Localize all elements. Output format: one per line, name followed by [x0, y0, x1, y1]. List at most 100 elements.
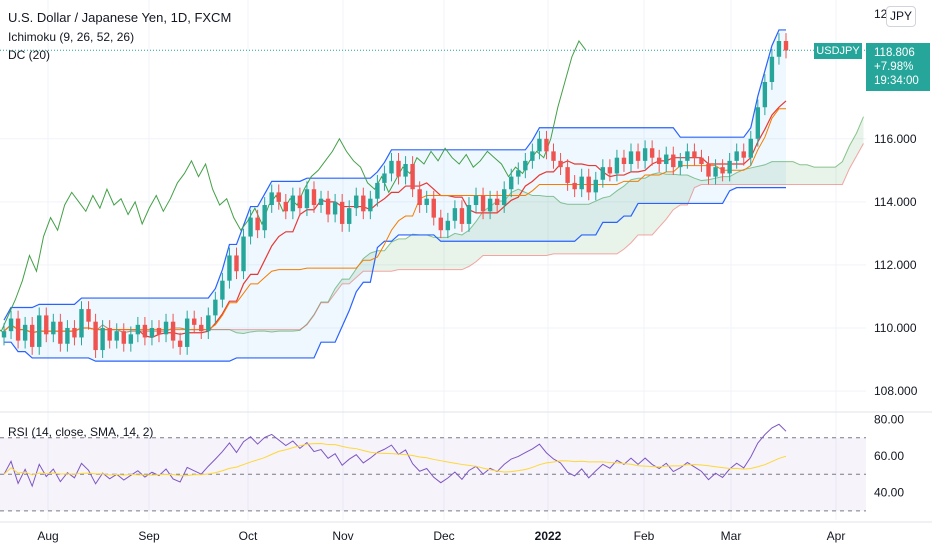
candle-body [297, 195, 303, 209]
currency-button[interactable]: JPY [886, 6, 916, 27]
candle-body [480, 195, 486, 212]
candle-body [262, 205, 267, 231]
candle-body [403, 164, 408, 177]
candle-body [51, 321, 56, 335]
time-tick-label: 2022 [535, 529, 562, 543]
ichimoku-legend[interactable]: Ichimoku (9, 26, 52, 26) [8, 30, 135, 44]
donchian-fill [4, 29, 786, 362]
candle-body [107, 328, 112, 341]
rsi-pane[interactable]: 80.00 60.00 40.00 [0, 412, 904, 512]
rsi-tick-label: 60.00 [874, 449, 904, 463]
candle-body [121, 331, 126, 344]
candle-body [537, 138, 542, 152]
candle-body [593, 179, 598, 193]
candle-body [318, 198, 324, 205]
price-axis[interactable]: 110.000 112.000 114.000 116.000 108.000 12 [874, 7, 918, 398]
candle-body [516, 170, 521, 177]
candle-body [15, 318, 21, 341]
price-tick-label: 108.000 [874, 384, 918, 398]
donchian-upper [3, 29, 786, 321]
candle-body [361, 195, 366, 212]
candle-body [220, 280, 225, 300]
candle-body [382, 173, 387, 183]
ichimoku-cloud [95, 116, 864, 335]
candle-body [664, 154, 669, 164]
candle-body [769, 56, 775, 82]
rsi-legend[interactable]: RSI (14, close, SMA, 14, 2) [8, 425, 154, 439]
candle-body [424, 198, 429, 205]
candle-body [44, 315, 49, 335]
price-tick-label: 110.000 [874, 321, 917, 335]
time-tick-label: Apr [827, 529, 846, 543]
candle-body [607, 167, 613, 174]
time-tick-label: Nov [332, 529, 353, 543]
bar-countdown: 19:34:00 [874, 75, 919, 87]
time-tick-label: Sep [138, 529, 160, 543]
candle-body [332, 201, 338, 215]
donchian-legend[interactable]: DC (20) [8, 48, 51, 62]
candle-body [558, 160, 563, 168]
candle-body [565, 167, 570, 183]
candle-body [142, 324, 148, 338]
candle-body [635, 151, 641, 161]
candle-body [184, 318, 190, 347]
candle-body [29, 324, 35, 347]
candle-body [776, 41, 782, 57]
kijun-line [3, 108, 786, 334]
candle-body [523, 160, 528, 171]
time-tick-label: Oct [239, 529, 258, 543]
candle-body [734, 151, 739, 161]
candle-body [241, 236, 246, 272]
candle-body [494, 198, 500, 205]
chart-title[interactable]: U.S. Dollar / Japanese Yen, 1D, FXCM [8, 10, 232, 25]
price-tick-label: 116.000 [874, 132, 917, 146]
candle-body [283, 201, 289, 212]
candle-body [656, 157, 662, 164]
candle-body [347, 208, 352, 224]
last-price-tag: 118.806 +7.98% 19:34:00 [866, 43, 930, 91]
candle-body [509, 176, 514, 190]
candle-body [389, 160, 394, 174]
candle-body [290, 195, 296, 212]
candle-body [248, 217, 253, 237]
price-tick-label: 12 [874, 7, 888, 21]
time-tick-label: Dec [433, 529, 454, 543]
candle-body [473, 195, 479, 205]
candle-body [706, 164, 711, 177]
candle-body [325, 198, 331, 215]
candle-body [459, 208, 465, 224]
candle-body [65, 328, 70, 344]
candle-body [37, 315, 42, 347]
chikou-line [0, 40, 587, 332]
candle-body [671, 154, 676, 168]
time-axis[interactable]: Aug Sep Oct Nov Dec 2022 Feb Mar Apr [0, 521, 932, 543]
price-tick-label: 114.000 [874, 195, 917, 209]
candle-body [727, 160, 732, 174]
candle-body [368, 198, 373, 212]
donchian-lower [4, 187, 786, 362]
candle-body [192, 318, 197, 325]
candle-body [678, 160, 683, 168]
senkou-span-b [95, 143, 864, 334]
candle-body [551, 151, 556, 161]
candle-body [375, 182, 380, 199]
candle-body [755, 107, 761, 139]
candle-body [748, 138, 753, 158]
candlestick-series[interactable] [0, 33, 866, 358]
candle-body [699, 157, 704, 164]
candle-body [410, 164, 415, 190]
candle-body [311, 189, 317, 205]
candle-body [431, 198, 436, 218]
candle-body [227, 255, 232, 281]
price-change: +7.98% [874, 61, 914, 73]
ichimoku-lines [0, 40, 787, 339]
candle-body [614, 157, 620, 174]
candle-body [783, 41, 789, 51]
time-tick-label: Aug [37, 529, 58, 543]
candle-body [156, 328, 162, 335]
candle-body [530, 151, 535, 161]
candle-body [79, 309, 84, 338]
candle-body [339, 201, 345, 224]
candle-body [572, 182, 577, 190]
